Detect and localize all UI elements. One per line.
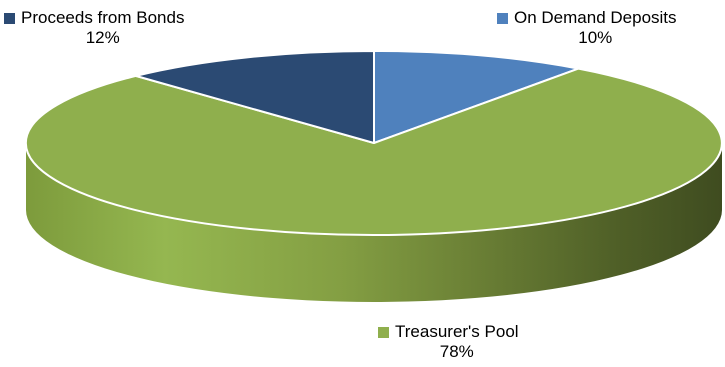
value-on-demand-deposits: 10% — [497, 28, 677, 48]
value-treasurers-pool: 78% — [378, 342, 519, 362]
label-text-treasurers-pool: Treasurer's Pool — [395, 322, 519, 342]
label-text-on-demand-deposits: On Demand Deposits — [514, 8, 677, 28]
swatch-on-demand-deposits — [497, 13, 508, 24]
label-text-proceeds-from-bonds: Proceeds from Bonds — [21, 8, 184, 28]
label-on-demand-deposits: On Demand Deposits 10% — [497, 8, 677, 48]
swatch-proceeds-from-bonds — [4, 13, 15, 24]
swatch-treasurers-pool — [378, 327, 389, 338]
label-proceeds-from-bonds: Proceeds from Bonds 12% — [4, 8, 184, 48]
label-treasurers-pool: Treasurer's Pool 78% — [378, 322, 519, 362]
value-proceeds-from-bonds: 12% — [4, 28, 184, 48]
